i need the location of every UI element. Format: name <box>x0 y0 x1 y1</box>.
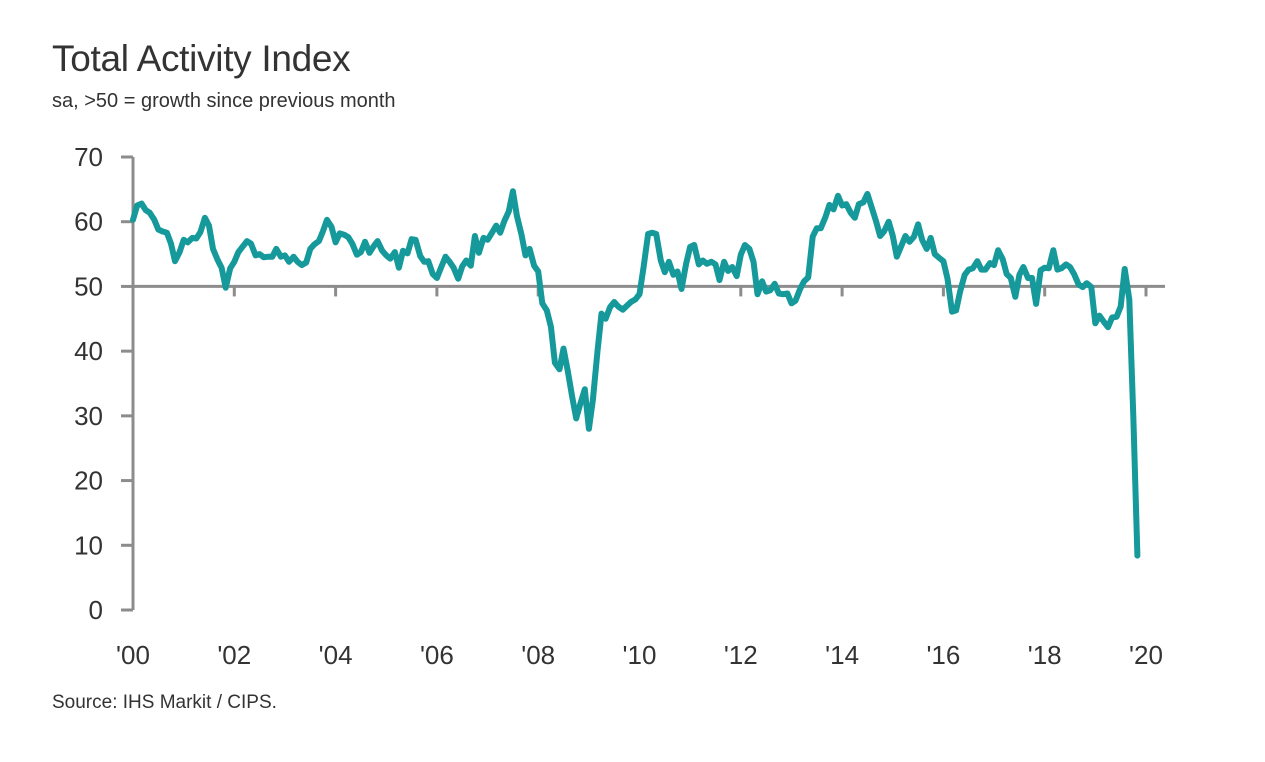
x-tick-label: '16 <box>926 640 960 670</box>
source-note: Source: IHS Markit / CIPS. <box>52 692 277 713</box>
series-line-0 <box>130 188 1141 559</box>
x-tick-label: '10 <box>623 640 657 670</box>
y-tick-label: 40 <box>74 336 103 366</box>
y-tick-label: 50 <box>74 271 103 301</box>
chart-subtitle: sa, >50 = growth since previous month <box>52 90 396 112</box>
y-tick-label: 30 <box>74 401 103 431</box>
y-tick-label: 70 <box>74 142 103 172</box>
x-tick-label: '08 <box>521 640 555 670</box>
x-tick-label: '14 <box>825 640 859 670</box>
x-tick-label: '18 <box>1028 640 1062 670</box>
y-tick-label: 0 <box>89 595 103 625</box>
y-tick-label: 60 <box>74 207 103 237</box>
x-tick-label: '00 <box>116 640 150 670</box>
x-tick-label: '04 <box>319 640 353 670</box>
y-axis: 0 10 20 30 40 50 60 70 <box>74 142 135 625</box>
x-axis: '00 '02 '04 '06 '08 '10 '12 '14 '16 '18 '20 <box>116 286 1163 670</box>
y-tick-label: 10 <box>74 530 103 560</box>
x-tick-label: '02 <box>217 640 251 670</box>
x-tick-label: '12 <box>724 640 758 670</box>
x-tick-label: '20 <box>1129 640 1163 670</box>
y-tick-label: 20 <box>74 466 103 496</box>
x-tick-label: '06 <box>420 640 454 670</box>
chart-title: Total Activity Index <box>52 38 351 79</box>
